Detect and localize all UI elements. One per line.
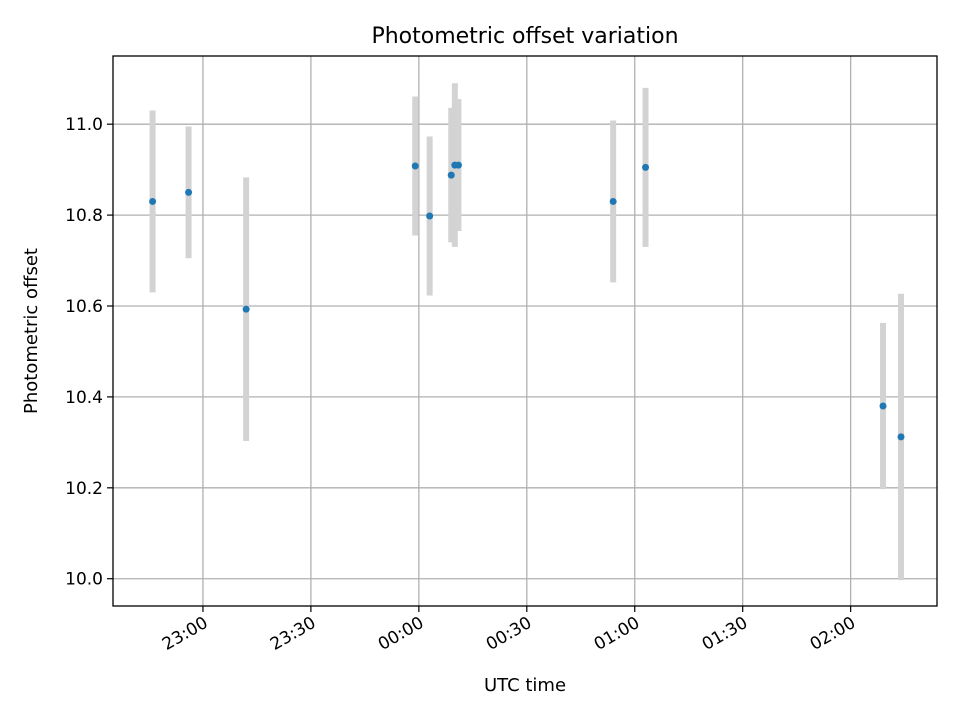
x-tick-label: 01:00	[591, 613, 643, 655]
data-point	[879, 402, 887, 410]
data-point	[149, 197, 157, 205]
y-tick-label: 10.2	[65, 479, 103, 499]
data-point	[897, 433, 905, 441]
data-point	[447, 171, 455, 179]
data-point	[454, 161, 462, 169]
y-tick-label: 10.8	[65, 206, 103, 226]
plot-frame	[112, 55, 938, 607]
data-point	[411, 162, 419, 170]
data-points	[149, 161, 905, 441]
y-axis-label: Photometric offset	[21, 248, 42, 414]
y-tick-label: 11.0	[65, 115, 103, 135]
x-tick-label: 02:00	[807, 613, 859, 655]
y-tick-label: 10.4	[65, 388, 103, 408]
data-point	[242, 305, 250, 313]
x-tick-label: 00:30	[483, 613, 535, 655]
grid-lines	[113, 56, 937, 606]
x-tick-label: 00:00	[375, 613, 427, 655]
y-axis-ticks: 10.0 10.2 10.4 10.6 10.8 11.0	[65, 115, 113, 590]
data-point	[185, 188, 193, 196]
y-tick-label: 10.0	[65, 570, 103, 590]
x-tick-label: 23:00	[159, 613, 211, 655]
data-point	[609, 197, 617, 205]
x-tick-label: 01:30	[699, 613, 751, 655]
x-axis-label: UTC time	[484, 675, 566, 696]
chart-title: Photometric offset variation	[371, 24, 678, 49]
y-tick-label: 10.6	[65, 297, 103, 317]
x-axis-ticks: 23:00 23:30 00:00 00:30 01:00 01:30 02:00	[159, 606, 859, 655]
data-point	[642, 163, 650, 171]
x-tick-label: 23:30	[267, 613, 319, 655]
data-point	[426, 212, 434, 220]
